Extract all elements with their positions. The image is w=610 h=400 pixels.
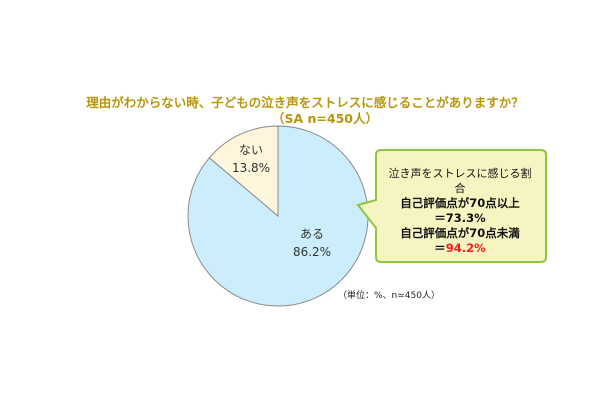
callout-box	[356, 149, 547, 263]
callout-text: 泣き声をストレスに感じる割合 自己評価点が70点以上 ＝73.3% 自己評価点が…	[385, 166, 535, 256]
slice-value-1: 86.2%	[293, 245, 331, 259]
chart-subtitle: （SA n=450人）	[272, 111, 378, 126]
unit-note: （単位：%、n=450人）	[338, 291, 440, 301]
callout-line2: 自己評価点が70点未満	[400, 226, 520, 240]
slice-value-0: 13.8%	[232, 161, 270, 175]
callout-value1: ＝73.3%	[434, 211, 486, 225]
callout-value2-row: ＝94.2%	[385, 241, 535, 256]
chart-title: 理由がわからない時、子どもの泣き声をストレスに感じることがありますか？	[86, 95, 524, 110]
callout-value2-prefix: ＝	[434, 241, 446, 255]
pie-slice-0	[208, 125, 279, 218]
callout-heading: 泣き声をストレスに感じる割合	[388, 167, 532, 195]
callout-value2: 94.2%	[445, 241, 486, 255]
slice-label-1: ある	[300, 227, 324, 241]
slice-label-0: ない	[239, 143, 263, 157]
callout-line1: 自己評価点が70点以上	[400, 196, 520, 210]
